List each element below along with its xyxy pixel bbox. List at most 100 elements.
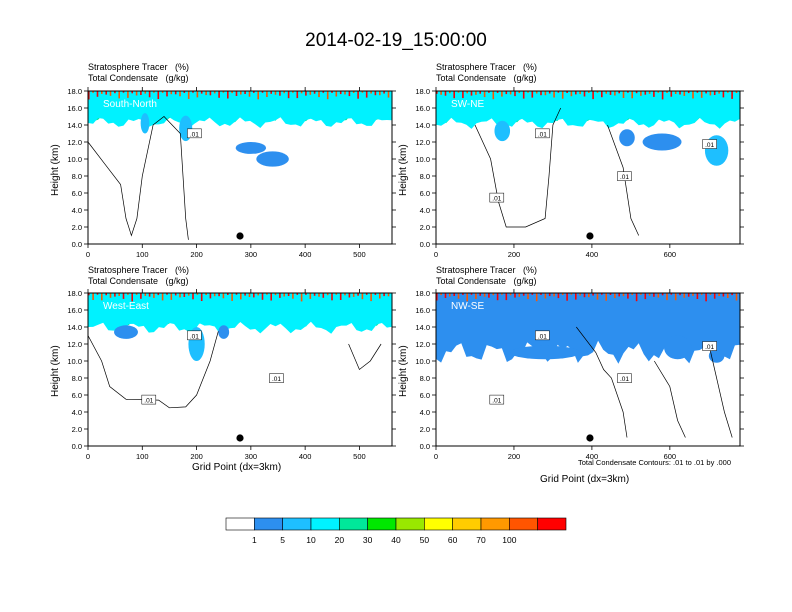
tracer-streak xyxy=(196,91,199,98)
x-tick-label: 0 xyxy=(86,250,90,259)
tracer-streak xyxy=(531,293,534,295)
contour-label: .01 xyxy=(144,398,153,405)
tracer-streak xyxy=(309,91,312,95)
contour-label-box xyxy=(535,128,550,139)
panel-3-field-line2: Total Condensate (g/kg) xyxy=(88,276,189,286)
tracer-streak xyxy=(470,91,473,96)
panel-2: .01 .01 .01 .01 SW-NE 0.0 2.0 4.0 6.0 8.0 10.0 12.0… xyxy=(415,87,744,259)
tracer-streak xyxy=(231,91,233,94)
tracer-streak xyxy=(631,91,633,99)
tracer-patch xyxy=(140,113,150,134)
colorbar-swatch xyxy=(282,517,312,531)
contour-label: .01 xyxy=(620,376,629,383)
tracer-streak xyxy=(514,293,516,298)
tracer-streak xyxy=(553,91,555,98)
tracer-streak xyxy=(557,91,560,93)
x-tick-label: 500 xyxy=(353,250,366,259)
tracer-streak xyxy=(483,293,486,297)
tracer-streak xyxy=(131,293,133,302)
tracer-streak xyxy=(296,91,299,99)
tracer-streak xyxy=(731,293,733,296)
tracer-streak xyxy=(322,91,325,93)
tracer-streak xyxy=(462,293,464,295)
tracer-streak xyxy=(700,293,703,295)
tracer-patch xyxy=(708,349,725,363)
panel-4-field: .01 .01 .01 .01 xyxy=(436,293,740,446)
tracer-streak xyxy=(505,293,508,301)
colorbar: 1 5 10 20 30 40 50 60 70 100 xyxy=(225,517,567,545)
tracer-streak xyxy=(300,293,303,302)
tracer-streak xyxy=(475,91,477,95)
tracer-streak xyxy=(609,293,612,295)
tracer-streak xyxy=(235,91,238,96)
colorbar-swatch xyxy=(310,517,340,531)
tracer-streak xyxy=(727,293,729,298)
tracer-streak xyxy=(331,293,333,301)
x-tick-label: 500 xyxy=(353,452,366,461)
tracer-streak xyxy=(335,91,338,97)
tracer-streak xyxy=(213,91,216,94)
tracer-streak xyxy=(583,293,586,298)
tracer-streak xyxy=(365,293,368,295)
condensate-contour xyxy=(88,116,189,240)
location-marker xyxy=(586,232,594,240)
contour-label: .01 xyxy=(705,344,714,351)
tracer-streak xyxy=(387,293,390,297)
tracer-streak xyxy=(274,91,277,95)
tracer-streak xyxy=(544,91,547,96)
tracer-streak xyxy=(531,91,534,98)
contour-label: .01 xyxy=(705,142,714,149)
tracer-streak xyxy=(436,91,438,94)
tracer-streak xyxy=(105,91,107,95)
tracer-streak xyxy=(131,91,133,94)
tracer-streak xyxy=(462,91,464,99)
contour-label: .01 xyxy=(272,376,281,383)
tracer-streak xyxy=(722,91,725,98)
tracer-patch xyxy=(664,335,692,360)
x-tick-label: 100 xyxy=(136,250,149,259)
plot-frame xyxy=(435,292,741,447)
tracer-streak xyxy=(161,91,164,93)
tracer-streak xyxy=(213,293,216,297)
tracer-streak xyxy=(357,91,359,99)
tracer-streak xyxy=(479,91,481,94)
tracer-streak xyxy=(205,293,207,295)
panel-4-field-line1: Stratosphere Tracer (%) xyxy=(436,265,538,275)
contour-label-box xyxy=(269,373,284,383)
tracer-streak xyxy=(618,91,620,94)
tracer-streak xyxy=(170,293,173,300)
tracer-streak xyxy=(687,91,690,94)
tracer-streak xyxy=(735,91,738,93)
panel-3-field: .01 .01 .01 xyxy=(88,293,392,446)
location-marker xyxy=(586,434,594,442)
y-tick-label: 14.0 xyxy=(415,323,430,332)
tracer-streak xyxy=(731,91,733,99)
tracer-streak xyxy=(635,91,638,94)
tracer-streak xyxy=(166,91,168,97)
tracer-streak xyxy=(96,293,99,295)
tracer-streak xyxy=(196,293,199,295)
tracer-streak xyxy=(470,293,473,295)
tracer-streak xyxy=(227,91,229,99)
tracer-streak xyxy=(518,91,521,94)
tracer-streak xyxy=(692,91,694,99)
tracer-streak xyxy=(222,91,225,93)
tracer-streak xyxy=(140,91,142,95)
tracer-streak xyxy=(174,293,177,296)
tracer-streak xyxy=(544,293,547,299)
tracer-streak xyxy=(218,293,220,297)
condensate-contour xyxy=(654,360,686,438)
y-tick-label: 2.0 xyxy=(72,223,82,232)
tracer-patch xyxy=(510,345,581,360)
tracer-streak xyxy=(601,91,603,98)
tracer-streak xyxy=(257,293,259,296)
tracer-streak xyxy=(713,91,716,95)
tracer-streak xyxy=(535,293,538,302)
panel-label: SW-NE xyxy=(451,99,484,110)
location-marker xyxy=(236,232,244,240)
tracer-streak xyxy=(266,293,268,295)
tracer-streak xyxy=(488,293,490,298)
tracer-streak xyxy=(240,293,242,300)
contour-note: Total Condensate Contours: .01 to .01 by… xyxy=(578,458,732,467)
